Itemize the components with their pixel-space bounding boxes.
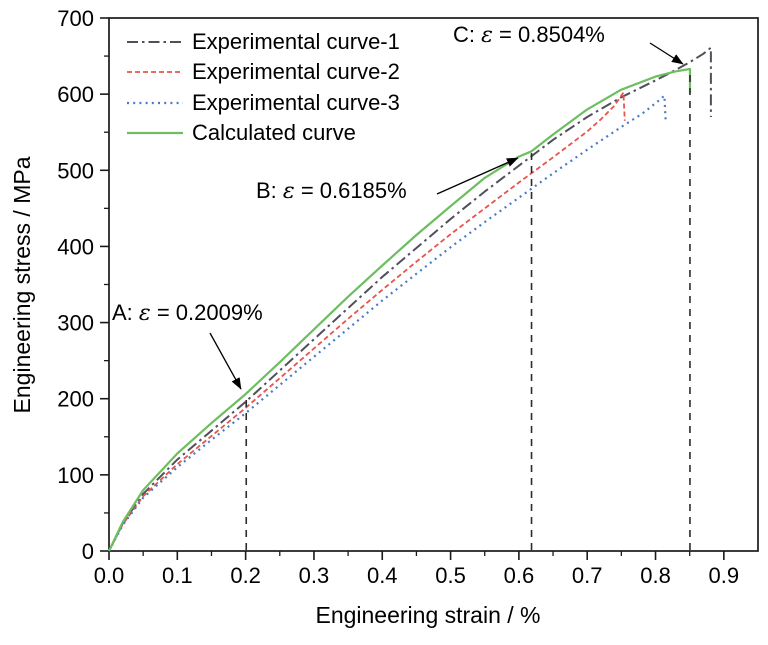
y-tick-label: 700 xyxy=(57,6,94,31)
x-tick-label: 0.0 xyxy=(94,563,125,588)
y-tick-label: 100 xyxy=(57,463,94,488)
legend-item-experimental-curve-3: Experimental curve-3 xyxy=(127,90,400,115)
annotation-a-label: A: ε = 0.2009% xyxy=(112,300,263,326)
y-tick-label: 500 xyxy=(57,158,94,183)
x-tick-label: 0.6 xyxy=(504,563,535,588)
x-tick-label: 0.8 xyxy=(640,563,671,588)
y-tick-label: 600 xyxy=(57,82,94,107)
axis-ticks xyxy=(100,17,725,560)
y-tick-label: 400 xyxy=(57,234,94,259)
legend: Experimental curve-1 Experimental curve-… xyxy=(127,29,400,145)
legend-item-calculated-curve: Calculated curve xyxy=(127,120,356,145)
annotation-b-arrow xyxy=(436,157,519,195)
y-tick-label: 200 xyxy=(57,387,94,412)
x-tick-label: 0.9 xyxy=(709,563,740,588)
annotation-a-arrow xyxy=(209,332,242,390)
x-tick-label: 0.7 xyxy=(572,563,603,588)
x-tick-label: 0.2 xyxy=(230,563,261,588)
curve-experimental-curve-3 xyxy=(108,94,667,552)
annotation-point-a: A: ε = 0.2009% xyxy=(112,300,263,390)
curve-experimental-curve-2 xyxy=(108,91,626,552)
legend-item-experimental-curve-1: Experimental curve-1 xyxy=(127,29,400,54)
y-tick-label: 300 xyxy=(57,311,94,336)
x-axis-title: Engineering strain / % xyxy=(315,602,540,628)
legend-label: Experimental curve-3 xyxy=(192,90,400,115)
strain-guide-lines xyxy=(245,69,691,550)
annotation-c-arrow xyxy=(649,42,684,65)
axis-tick-labels: 0.0 0.1 0.2 0.3 0.4 0.5 0.6 0.7 0.8 0.9 0 100 200 300… xyxy=(57,6,739,588)
x-tick-label: 0.5 xyxy=(435,563,466,588)
curve-experimental-curve-1 xyxy=(108,46,712,552)
annotation-point-c: C: ε = 0.8504% xyxy=(453,22,684,65)
annotation-c-label: C: ε = 0.8504% xyxy=(453,22,605,48)
x-tick-label: 0.1 xyxy=(162,563,193,588)
data-curves xyxy=(108,46,712,552)
legend-label: Experimental curve-2 xyxy=(192,59,400,84)
y-tick-label: 0 xyxy=(82,539,94,564)
x-tick-label: 0.4 xyxy=(367,563,398,588)
legend-label: Experimental curve-1 xyxy=(192,29,400,54)
annotation-b-label: B: ε = 0.6185% xyxy=(256,178,407,204)
legend-label: Calculated curve xyxy=(192,120,356,145)
x-tick-label: 0.3 xyxy=(299,563,330,588)
curve-calculated-curve xyxy=(108,67,692,552)
annotation-point-b: B: ε = 0.6185% xyxy=(256,157,519,204)
y-axis-title: Engineering stress / MPa xyxy=(9,156,35,413)
legend-item-experimental-curve-2: Experimental curve-2 xyxy=(127,59,400,84)
